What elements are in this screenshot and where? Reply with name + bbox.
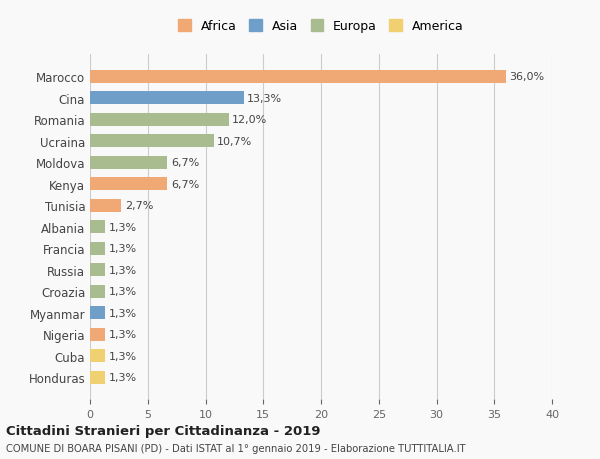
Bar bbox=[90, 113, 229, 127]
Text: 1,3%: 1,3% bbox=[109, 330, 137, 339]
Bar bbox=[90, 328, 105, 341]
Text: Cittadini Stranieri per Cittadinanza - 2019: Cittadini Stranieri per Cittadinanza - 2… bbox=[6, 424, 320, 437]
Bar bbox=[90, 157, 167, 169]
Bar bbox=[90, 285, 105, 298]
Bar bbox=[90, 221, 105, 234]
Text: 1,3%: 1,3% bbox=[109, 222, 137, 232]
Text: 12,0%: 12,0% bbox=[232, 115, 268, 125]
Bar bbox=[90, 178, 167, 191]
Text: 1,3%: 1,3% bbox=[109, 286, 137, 297]
Text: COMUNE DI BOARA PISANI (PD) - Dati ISTAT al 1° gennaio 2019 - Elaborazione TUTTI: COMUNE DI BOARA PISANI (PD) - Dati ISTAT… bbox=[6, 443, 466, 453]
Text: 1,3%: 1,3% bbox=[109, 372, 137, 382]
Text: 13,3%: 13,3% bbox=[247, 94, 282, 104]
Text: 1,3%: 1,3% bbox=[109, 265, 137, 275]
Text: 6,7%: 6,7% bbox=[171, 179, 199, 189]
Text: 36,0%: 36,0% bbox=[509, 72, 544, 82]
Bar bbox=[90, 135, 214, 148]
Bar bbox=[90, 263, 105, 276]
Text: 1,3%: 1,3% bbox=[109, 308, 137, 318]
Bar bbox=[90, 349, 105, 362]
Text: 6,7%: 6,7% bbox=[171, 158, 199, 168]
Text: 2,7%: 2,7% bbox=[125, 201, 153, 211]
Bar bbox=[90, 92, 244, 105]
Bar bbox=[90, 371, 105, 384]
Bar bbox=[90, 307, 105, 319]
Legend: Africa, Asia, Europa, America: Africa, Asia, Europa, America bbox=[175, 17, 467, 37]
Bar bbox=[90, 242, 105, 255]
Bar bbox=[90, 199, 121, 212]
Bar bbox=[90, 71, 506, 84]
Text: 1,3%: 1,3% bbox=[109, 351, 137, 361]
Text: 10,7%: 10,7% bbox=[217, 136, 253, 146]
Text: 1,3%: 1,3% bbox=[109, 244, 137, 254]
